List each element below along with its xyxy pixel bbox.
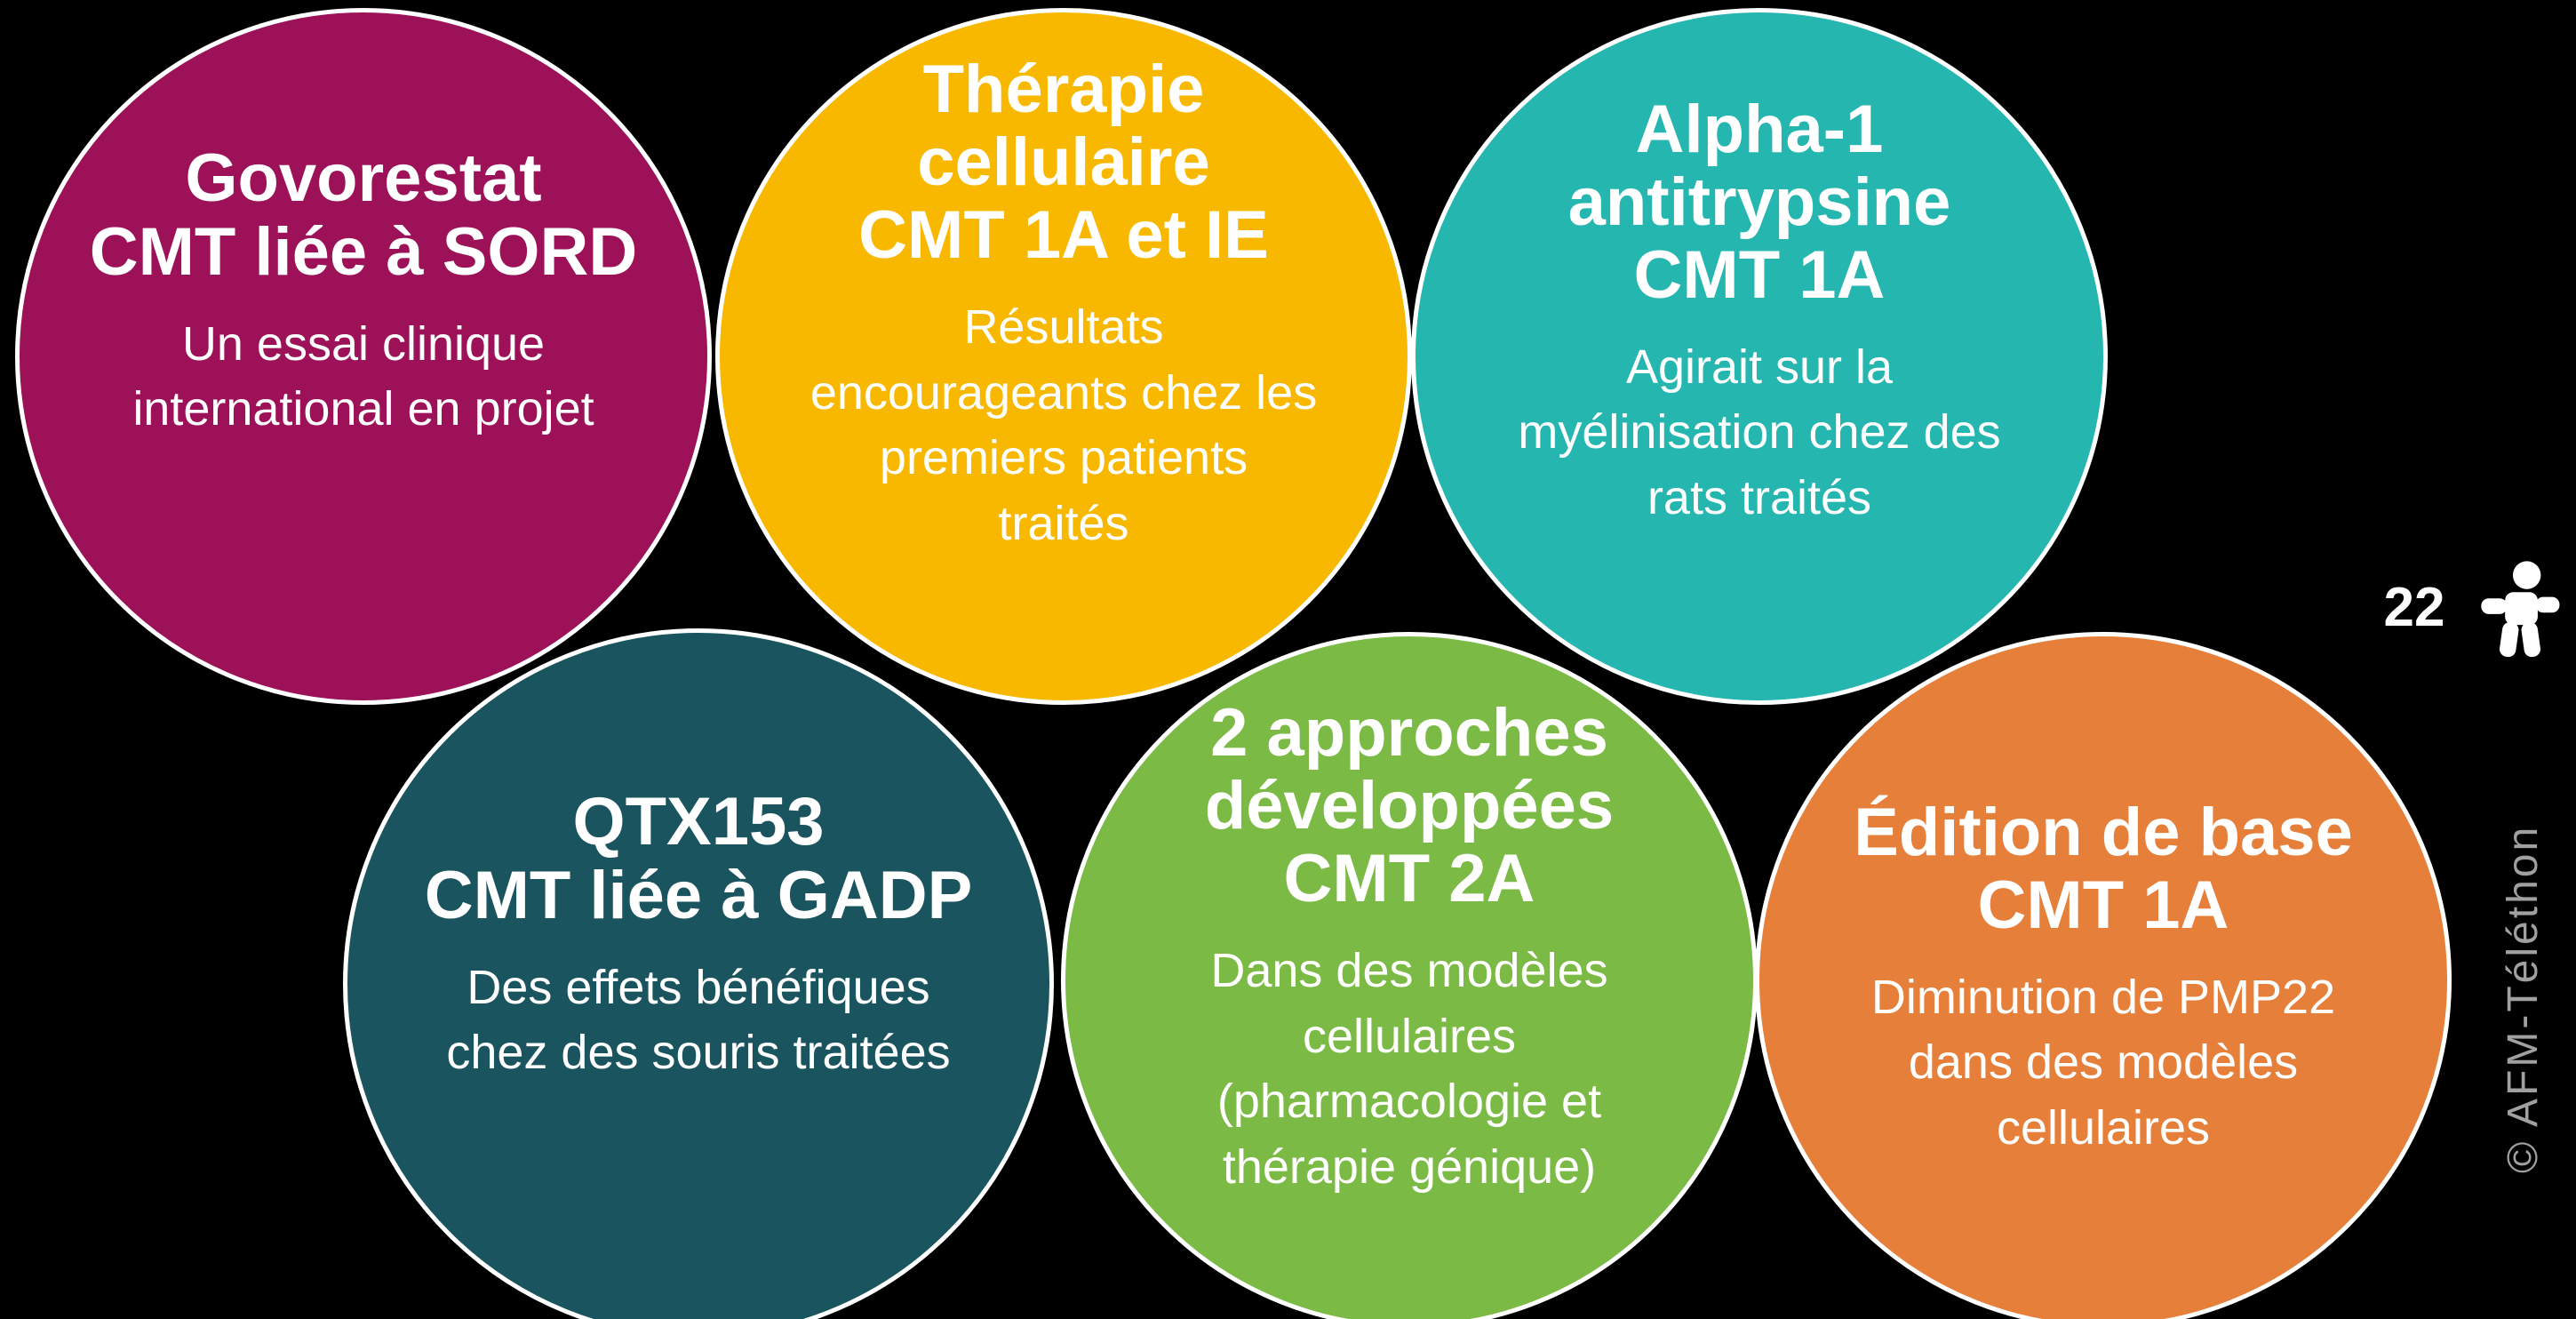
bubble-body: Un essai clinique international en proje… [132,316,594,436]
person-icon [2479,556,2561,665]
bubble-content: Govorestat CMT liée à SORD Un essai clin… [52,142,675,442]
bubble-title: Alpha-1 antitrypsine CMT 1A [1567,91,1951,313]
bubble-body: Diminution de PMP22 dans des modèles cel… [1870,970,2336,1155]
bubble-title: Édition de base CMT 1A [1854,794,2353,943]
bubble-title: QTX153 CMT liée à GADP [424,784,973,933]
bubble-therapie-cellulaire: Thérapie cellulaire CMT 1A et IE Résulta… [715,8,1412,705]
bubble-content: Thérapie cellulaire CMT 1A et IE Résulta… [773,52,1354,556]
bubble-edition-de-base: Édition de base CMT 1A Diminution de PMP… [1755,632,2452,1319]
bubble-body: Agirait sur la myélinisation chez des ra… [1518,340,2001,524]
bubble-body: Des effets bénéfiques chez des souris tr… [446,960,951,1080]
bubble-title: 2 approches développées CMT 2A [1204,695,1615,917]
bubble-body: Dans des modèles cellulaires (pharmacolo… [1210,944,1608,1194]
bubble-content: 2 approches développées CMT 2A Dans des … [1168,695,1651,1200]
bubble-title: Thérapie cellulaire CMT 1A et IE [858,52,1269,274]
bubble-content: QTX153 CMT liée à GADP Des effets bénéfi… [387,786,1010,1085]
bubble-content: Alpha-1 antitrypsine CMT 1A Agirait sur … [1480,91,2038,532]
bubble-govorestat: Govorestat CMT liée à SORD Un essai clin… [15,8,712,705]
bubble-content: Édition de base CMT 1A Diminution de PMP… [1816,794,2390,1161]
bubble-qtx153: QTX153 CMT liée à GADP Des effets bénéfi… [343,628,1054,1319]
bubble-body: Résultats encourageants chez les premier… [809,300,1318,550]
bubble-alpha-1-antitrypsine: Alpha-1 antitrypsine CMT 1A Agirait sur … [1411,8,2108,705]
bubble-title: Govorestat CMT liée à SORD [89,140,638,290]
bubble-deux-approches: 2 approches développées CMT 2A Dans des … [1061,632,1758,1319]
page-number: 22 [2383,577,2445,638]
copyright-vertical-text: © AFM-Téléthon [2500,824,2547,1173]
